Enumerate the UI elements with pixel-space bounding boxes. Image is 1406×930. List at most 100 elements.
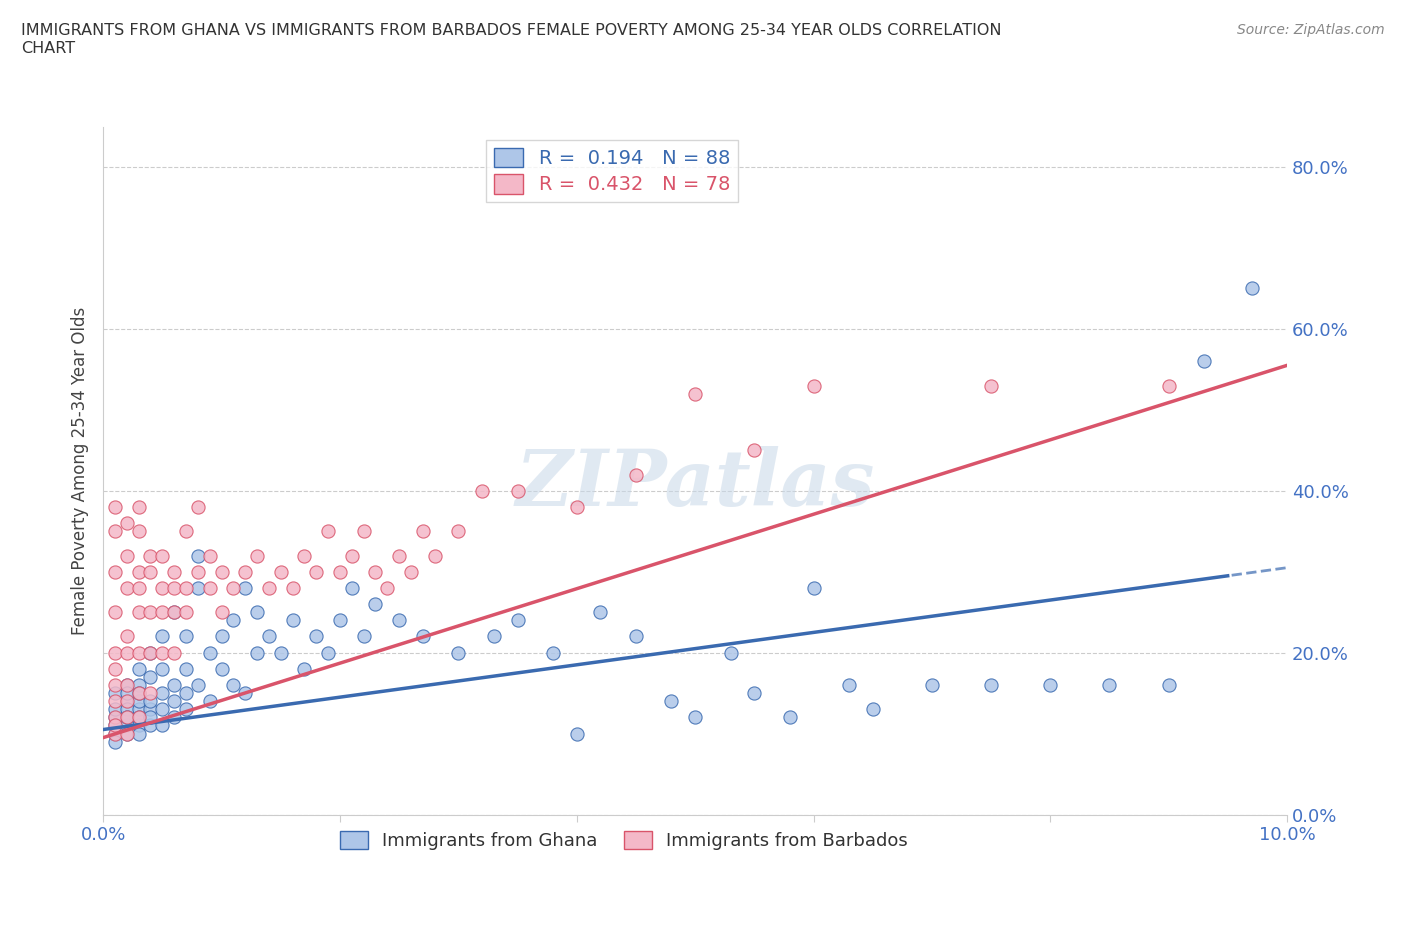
Point xyxy=(139,645,162,660)
Text: Source: ZipAtlas.com: Source: ZipAtlas.com xyxy=(1237,23,1385,37)
Point xyxy=(198,694,221,709)
Point xyxy=(294,548,316,563)
Point xyxy=(506,613,529,628)
Point xyxy=(139,565,162,579)
Point xyxy=(1192,353,1215,368)
Point xyxy=(541,645,564,660)
Point xyxy=(423,548,446,563)
Point xyxy=(104,735,127,750)
Point xyxy=(187,548,209,563)
Point xyxy=(174,685,197,700)
Point xyxy=(1039,678,1062,693)
Point xyxy=(163,710,186,724)
Point xyxy=(115,702,138,717)
Point xyxy=(187,678,209,693)
Point xyxy=(364,565,387,579)
Point xyxy=(104,604,127,619)
Point xyxy=(128,604,150,619)
Point xyxy=(364,597,387,612)
Point xyxy=(980,678,1002,693)
Point xyxy=(211,661,233,676)
Point xyxy=(803,580,825,595)
Point xyxy=(246,604,269,619)
Point xyxy=(624,467,647,482)
Point xyxy=(506,484,529,498)
Point xyxy=(139,548,162,563)
Point xyxy=(683,710,706,724)
Point xyxy=(115,678,138,693)
Point xyxy=(128,685,150,700)
Point xyxy=(340,580,363,595)
Point xyxy=(803,379,825,393)
Point xyxy=(305,629,328,644)
Point xyxy=(128,694,150,709)
Point xyxy=(104,710,127,724)
Point xyxy=(115,516,138,531)
Point xyxy=(661,694,683,709)
Point xyxy=(198,548,221,563)
Point xyxy=(281,613,304,628)
Point xyxy=(375,580,398,595)
Point xyxy=(104,685,127,700)
Point xyxy=(174,702,197,717)
Point xyxy=(980,379,1002,393)
Point xyxy=(353,524,375,538)
Point xyxy=(115,580,138,595)
Point xyxy=(270,565,292,579)
Point xyxy=(115,645,138,660)
Legend: Immigrants from Ghana, Immigrants from Barbados: Immigrants from Ghana, Immigrants from B… xyxy=(333,823,915,857)
Point xyxy=(683,386,706,401)
Point xyxy=(624,629,647,644)
Point xyxy=(139,718,162,733)
Point xyxy=(222,613,245,628)
Point xyxy=(115,694,138,709)
Point xyxy=(139,694,162,709)
Point xyxy=(565,499,588,514)
Point xyxy=(742,685,765,700)
Point xyxy=(163,580,186,595)
Point xyxy=(104,702,127,717)
Point xyxy=(1157,678,1180,693)
Point xyxy=(233,685,256,700)
Point xyxy=(150,580,173,595)
Point xyxy=(128,702,150,717)
Point xyxy=(150,718,173,733)
Point xyxy=(447,645,470,660)
Point xyxy=(412,629,434,644)
Point xyxy=(115,718,138,733)
Point xyxy=(246,548,269,563)
Point xyxy=(565,726,588,741)
Point xyxy=(104,710,127,724)
Point xyxy=(222,678,245,693)
Point xyxy=(139,685,162,700)
Point xyxy=(233,580,256,595)
Point xyxy=(163,678,186,693)
Point xyxy=(115,548,138,563)
Point xyxy=(115,678,138,693)
Point xyxy=(115,710,138,724)
Point xyxy=(139,645,162,660)
Point xyxy=(388,613,411,628)
Point xyxy=(198,580,221,595)
Point xyxy=(174,661,197,676)
Point xyxy=(115,726,138,741)
Point xyxy=(198,645,221,660)
Point xyxy=(150,645,173,660)
Point xyxy=(187,499,209,514)
Point xyxy=(742,443,765,458)
Point xyxy=(353,629,375,644)
Point xyxy=(128,645,150,660)
Point xyxy=(388,548,411,563)
Point xyxy=(246,645,269,660)
Point xyxy=(104,645,127,660)
Point xyxy=(115,629,138,644)
Point xyxy=(163,645,186,660)
Point xyxy=(128,565,150,579)
Point xyxy=(115,685,138,700)
Point xyxy=(921,678,943,693)
Point xyxy=(115,710,138,724)
Point xyxy=(174,524,197,538)
Point xyxy=(104,565,127,579)
Point xyxy=(104,499,127,514)
Point xyxy=(211,604,233,619)
